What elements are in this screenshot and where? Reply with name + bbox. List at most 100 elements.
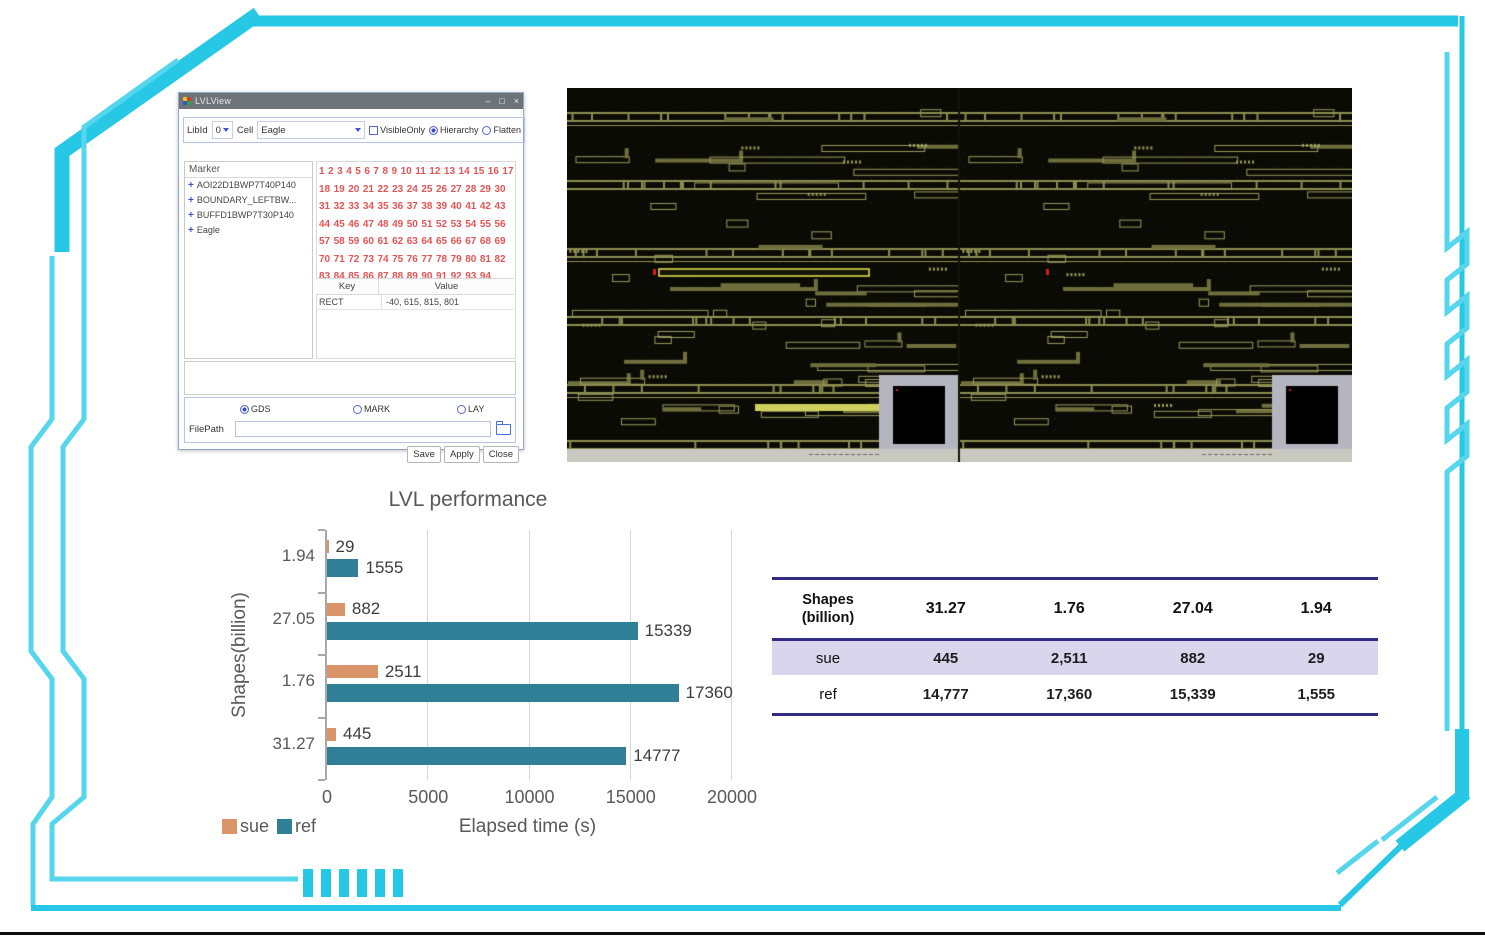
marker-number[interactable]: 4 xyxy=(346,166,352,177)
marker-number[interactable]: 2 xyxy=(328,166,334,177)
flatten-radio[interactable]: Flatten xyxy=(482,125,521,135)
dialog-titlebar[interactable]: LVLView – □ × xyxy=(179,93,523,109)
key-value-row[interactable]: RECT -40, 615, 815, 801 xyxy=(316,295,514,310)
marker-number[interactable]: 62 xyxy=(392,236,404,247)
gds-radio[interactable]: GDS xyxy=(240,404,271,414)
expand-plus-icon[interactable]: + xyxy=(188,180,194,191)
marker-number[interactable]: 68 xyxy=(479,236,491,247)
marker-number[interactable]: 6 xyxy=(364,166,370,177)
marker-number[interactable]: 22 xyxy=(377,183,389,195)
marker-number[interactable]: 85 xyxy=(348,271,360,282)
marker-number[interactable]: 70 xyxy=(319,253,331,265)
marker-number[interactable]: 41 xyxy=(465,201,477,212)
marker-number[interactable]: 30 xyxy=(494,183,506,195)
marker-number[interactable]: 55 xyxy=(479,218,491,230)
marker-number[interactable]: 35 xyxy=(377,201,389,212)
marker-number[interactable]: 63 xyxy=(406,236,418,247)
marker-number[interactable]: 15 xyxy=(473,166,485,177)
marker-number[interactable]: 78 xyxy=(436,253,448,265)
marker-number[interactable]: 47 xyxy=(362,218,374,230)
folder-icon[interactable] xyxy=(496,420,511,435)
marker-number[interactable]: 79 xyxy=(450,253,462,265)
marker-number[interactable]: 58 xyxy=(333,236,345,247)
save-button[interactable]: Save xyxy=(407,446,441,463)
marker-number[interactable]: 83 xyxy=(319,271,331,282)
marker-number[interactable]: 90 xyxy=(421,271,433,282)
marker-tree-item[interactable]: + BOUNDARY_LEFTBW... xyxy=(188,195,297,206)
marker-tree-item[interactable]: + BUFFD1BWP7T30P140 xyxy=(188,210,294,221)
marker-number[interactable]: 75 xyxy=(392,253,404,265)
marker-number[interactable]: 9 xyxy=(391,166,398,177)
marker-number[interactable]: 67 xyxy=(465,236,477,247)
marker-number[interactable]: 71 xyxy=(333,253,345,265)
marker-number[interactable]: 32 xyxy=(333,201,345,212)
marker-number[interactable]: 74 xyxy=(377,253,389,265)
marker-number[interactable]: 77 xyxy=(421,253,433,265)
marker-number[interactable]: 89 xyxy=(406,271,418,282)
marker-number[interactable]: 87 xyxy=(377,271,389,282)
marker-number[interactable]: 17 xyxy=(502,166,514,177)
hierarchy-radio[interactable]: Hierarchy xyxy=(428,125,478,135)
marker-number[interactable]: 8 xyxy=(382,166,388,177)
marker-number[interactable]: 86 xyxy=(362,271,374,282)
marker-number[interactable]: 51 xyxy=(421,218,433,230)
marker-number[interactable]: 44 xyxy=(319,218,331,230)
marker-number[interactable]: 64 xyxy=(421,236,433,247)
marker-number[interactable]: 11 xyxy=(415,166,426,177)
marker-tree-item[interactable]: + Eagle xyxy=(188,225,220,236)
marker-number[interactable]: 93 xyxy=(465,271,477,282)
marker-number[interactable]: 61 xyxy=(377,236,389,247)
marker-number[interactable]: 92 xyxy=(450,271,462,282)
visibleonly-checkbox[interactable]: VisibleOnly xyxy=(369,125,425,135)
marker-number[interactable]: 39 xyxy=(436,201,448,212)
marker-number[interactable]: 14 xyxy=(458,166,470,177)
close-button[interactable]: × xyxy=(513,96,519,106)
marker-number[interactable]: 25 xyxy=(421,183,433,195)
close-button[interactable]: Close xyxy=(482,446,519,463)
marker-number[interactable]: 38 xyxy=(421,201,433,212)
marker-tree-item[interactable]: + AOI22D1BWP7T40P140 xyxy=(188,180,296,191)
marker-number[interactable]: 76 xyxy=(406,253,418,265)
marker-number[interactable]: 28 xyxy=(465,183,477,195)
marker-number[interactable]: 5 xyxy=(355,166,361,177)
marker-number[interactable]: 33 xyxy=(348,201,360,212)
marker-number[interactable]: 36 xyxy=(392,201,404,212)
mark-radio[interactable]: MARK xyxy=(353,404,390,414)
marker-number[interactable]: 52 xyxy=(436,218,448,230)
marker-number[interactable]: 59 xyxy=(348,236,360,247)
expand-plus-icon[interactable]: + xyxy=(188,225,194,236)
marker-number[interactable]: 31 xyxy=(319,201,331,212)
marker-number[interactable]: 60 xyxy=(362,236,374,247)
marker-number[interactable]: 27 xyxy=(450,183,462,195)
marker-number[interactable]: 26 xyxy=(436,183,448,195)
marker-number[interactable]: 88 xyxy=(392,271,404,282)
minimize-button[interactable]: – xyxy=(485,96,491,106)
marker-number[interactable]: 34 xyxy=(362,201,374,212)
marker-number[interactable]: 54 xyxy=(465,218,477,230)
marker-number[interactable]: 20 xyxy=(348,183,360,195)
marker-number[interactable]: 48 xyxy=(377,218,389,230)
marker-number[interactable]: 18 xyxy=(319,183,331,195)
marker-number[interactable]: 24 xyxy=(406,183,418,195)
cell-select[interactable]: Eagle xyxy=(257,121,366,139)
marker-number[interactable]: 45 xyxy=(333,218,345,230)
expand-plus-icon[interactable]: + xyxy=(188,210,194,221)
marker-number[interactable]: 42 xyxy=(479,201,491,212)
filepath-input[interactable] xyxy=(235,421,491,437)
marker-number[interactable]: 16 xyxy=(487,166,499,177)
marker-number[interactable]: 49 xyxy=(392,218,404,230)
marker-number[interactable]: 43 xyxy=(494,201,506,212)
apply-button[interactable]: Apply xyxy=(443,446,480,463)
marker-number[interactable]: 12 xyxy=(429,166,441,177)
marker-number[interactable]: 84 xyxy=(333,271,345,282)
maximize-button[interactable]: □ xyxy=(499,96,505,106)
marker-number[interactable]: 10 xyxy=(400,166,412,177)
libid-select[interactable]: 0 xyxy=(211,121,233,139)
marker-number[interactable]: 7 xyxy=(373,166,379,177)
marker-number[interactable]: 53 xyxy=(450,218,462,230)
marker-number[interactable]: 65 xyxy=(436,236,448,247)
marker-number[interactable]: 46 xyxy=(348,218,360,230)
marker-number[interactable]: 23 xyxy=(392,183,404,195)
marker-number[interactable]: 82 xyxy=(494,253,506,265)
marker-number[interactable]: 37 xyxy=(406,201,418,212)
